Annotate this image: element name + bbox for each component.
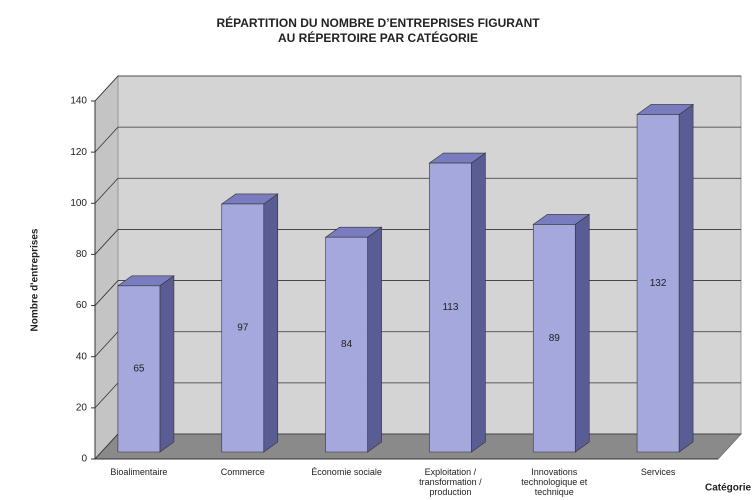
- grid-line: [94, 382, 119, 409]
- bar-front: [221, 203, 265, 453]
- x-tick-label: Bioalimentaire: [110, 467, 168, 477]
- bar-side: [574, 213, 590, 453]
- x-tick-label: Innovations technologique et technique: [521, 467, 588, 497]
- value-label: 84: [341, 339, 353, 350]
- y-tick-label: 120: [70, 147, 87, 158]
- value-label: 113: [442, 302, 458, 313]
- value-label: 97: [237, 323, 249, 334]
- chart-title: AU RÉPERTOIRE PAR CATÉGORIE: [278, 30, 478, 45]
- grid-line: [94, 229, 119, 255]
- bar: [532, 213, 591, 453]
- bar-side: [367, 226, 382, 453]
- grid-line: [94, 331, 119, 357]
- bar-front: [117, 285, 161, 453]
- bar: [116, 275, 175, 453]
- bar: [636, 103, 695, 453]
- y-axis-title: Nombre d'entreprises: [30, 228, 41, 331]
- y-tick-label: 40: [76, 351, 88, 362]
- y-tick-label: 60: [76, 300, 88, 311]
- x-tick-label: Exploitation / transformation / producti…: [419, 467, 482, 497]
- grid-line: [94, 433, 119, 460]
- grid-line: [94, 126, 119, 153]
- value-label: 89: [549, 333, 561, 344]
- side-wall: [94, 74, 119, 461]
- x-axis-title: Catégorie: [705, 483, 752, 494]
- bar-front: [636, 114, 680, 453]
- y-tick-label: 80: [76, 249, 88, 260]
- x-tick-label: Commerce: [220, 467, 265, 477]
- grid-line: [94, 75, 119, 102]
- bar-side: [263, 193, 279, 453]
- grid-line: [94, 178, 119, 204]
- grid-line: [94, 280, 119, 306]
- bar-front: [429, 162, 472, 453]
- y-tick-label: 100: [70, 198, 87, 209]
- chart-title: RÉPARTITION DU NOMBRE D’ENTREPRISES FIGU…: [216, 15, 540, 30]
- y-tick-label: 0: [81, 454, 87, 465]
- bar-side: [678, 103, 694, 453]
- bar-side: [471, 152, 486, 453]
- y-tick-label: 20: [76, 402, 88, 413]
- bar: [428, 152, 487, 453]
- value-label: 65: [133, 364, 145, 375]
- bar: [324, 226, 383, 453]
- bar-front: [532, 224, 576, 453]
- bar: [220, 193, 279, 453]
- x-tick-label: Économie sociale: [311, 467, 382, 477]
- bar-front: [325, 236, 368, 453]
- bar-side: [159, 275, 175, 453]
- x-tick-label: Services: [640, 467, 676, 477]
- y-tick-label: 140: [70, 96, 87, 107]
- value-label: 132: [650, 278, 667, 289]
